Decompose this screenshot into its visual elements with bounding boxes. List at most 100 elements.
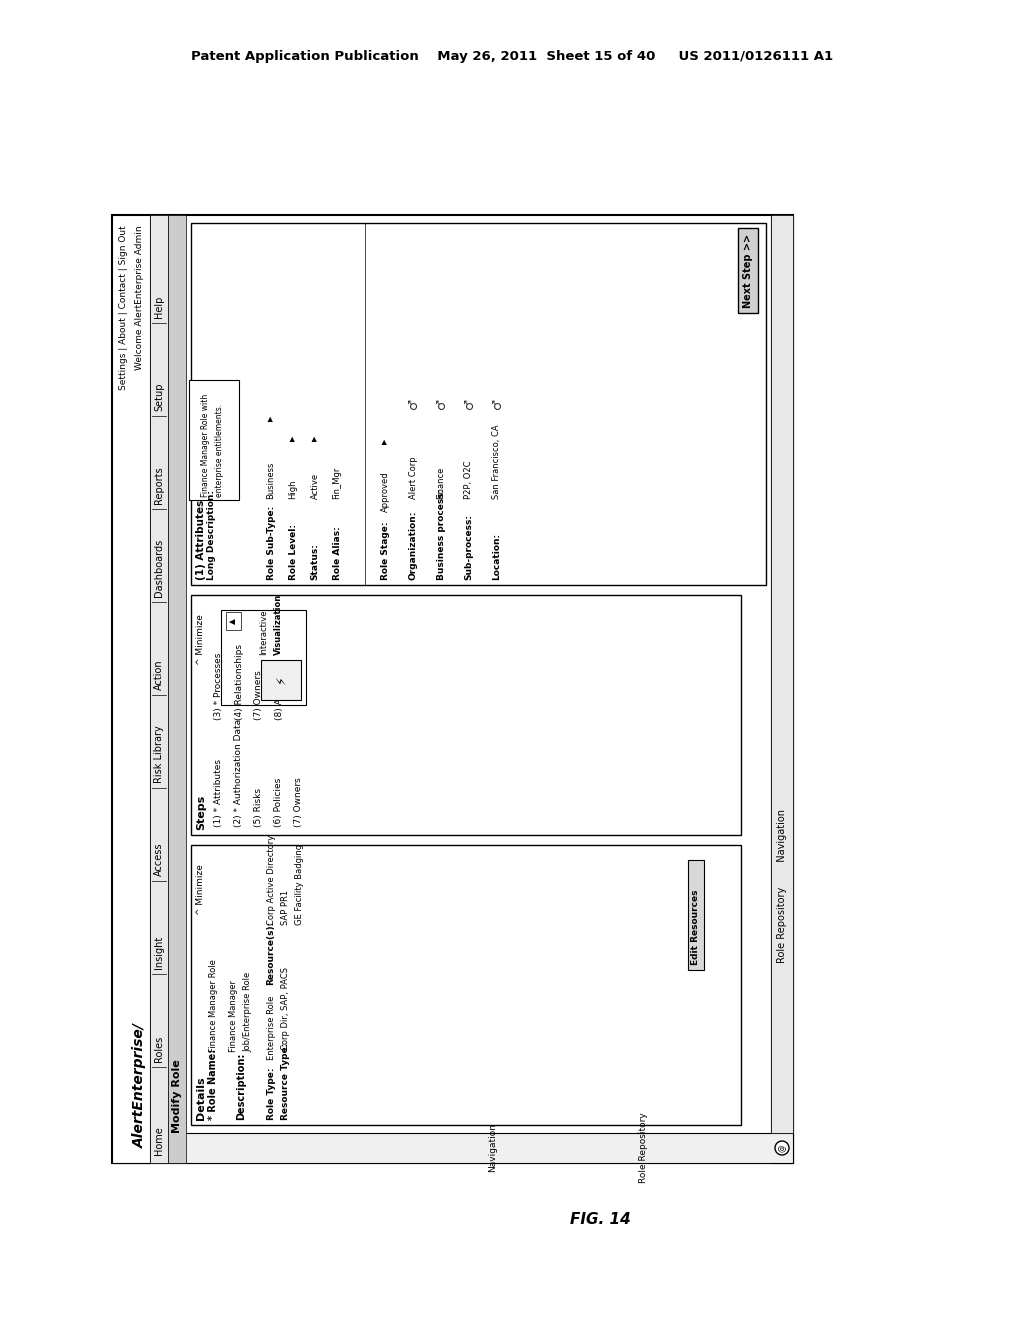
Text: Resource Type:: Resource Type: (282, 1043, 291, 1119)
Bar (205, 925, 221, 1055)
Bar (191, 845, 741, 1125)
Bar (168, 215, 186, 1163)
Bar (307, 432, 323, 444)
Bar (688, 861, 705, 970)
Bar (738, 228, 758, 313)
Text: SAP PR1: SAP PR1 (281, 890, 290, 925)
Text: Role Level:: Role Level: (289, 524, 298, 579)
Text: ^ Minimize: ^ Minimize (196, 865, 205, 915)
Text: Insight: Insight (154, 936, 164, 969)
Text: (1) Attributes: (1) Attributes (196, 500, 206, 579)
Bar (112, 215, 793, 1163)
Text: enterprise entitlements.: enterprise entitlements. (214, 404, 223, 498)
Text: Job/Enterprise Role: Job/Enterprise Role (244, 972, 253, 1052)
Text: (7) Owners: (7) Owners (295, 777, 303, 828)
Text: (8) Audit Log: (8) Audit Log (274, 661, 284, 719)
Bar (433, 412, 449, 502)
Text: Action: Action (154, 660, 164, 690)
Text: AlertEnterprise/: AlertEnterprise/ (133, 1023, 147, 1148)
Bar (377, 445, 393, 515)
Text: ▶: ▶ (290, 436, 296, 441)
Text: (1) * Attributes: (1) * Attributes (214, 759, 223, 828)
Text: Role Alias:: Role Alias: (333, 527, 341, 579)
Bar (112, 215, 150, 1163)
Text: Business: Business (266, 462, 275, 499)
Text: Home: Home (154, 1126, 164, 1155)
Bar (771, 215, 793, 1133)
Text: ♂: ♂ (407, 397, 420, 409)
Text: Next Step >>: Next Step >> (743, 234, 753, 308)
Text: (4) Relationships: (4) Relationships (234, 644, 244, 719)
Text: FIG. 14: FIG. 14 (569, 1212, 631, 1228)
Text: Details: Details (196, 1076, 206, 1119)
Text: Access: Access (154, 842, 164, 876)
Text: Status:: Status: (310, 543, 319, 579)
Text: Fin_Mgr: Fin_Mgr (333, 467, 341, 499)
Text: (3) * Processes: (3) * Processes (214, 652, 223, 719)
Circle shape (775, 1140, 790, 1155)
Text: Dashboards: Dashboards (154, 539, 164, 597)
Bar (112, 1133, 793, 1163)
Text: Finance Manager Role: Finance Manager Role (209, 960, 217, 1052)
Bar (406, 412, 421, 502)
Bar (263, 422, 279, 502)
Bar (226, 612, 241, 630)
Text: Corp Active Directory: Corp Active Directory (266, 834, 275, 925)
Text: Role Repository        Navigation: Role Repository Navigation (777, 809, 787, 964)
Text: P2P, O2C: P2P, O2C (465, 461, 473, 499)
Text: Welcome AlertEnterprise Admin: Welcome AlertEnterprise Admin (135, 224, 144, 370)
Text: Business process:: Business process: (436, 488, 445, 579)
Text: (7) Owners: (7) Owners (255, 671, 263, 719)
Bar (329, 422, 345, 502)
Text: Reports: Reports (154, 466, 164, 504)
Text: Finance Manager Role with: Finance Manager Role with (202, 393, 211, 498)
Text: Role Stage:: Role Stage: (381, 521, 389, 579)
Text: Setup: Setup (154, 383, 164, 411)
Bar (489, 412, 505, 502)
Text: Role Sub-Type:: Role Sub-Type: (266, 506, 275, 579)
Bar (263, 412, 279, 424)
Bar (191, 595, 741, 836)
Text: Location:: Location: (493, 533, 502, 579)
Bar (261, 660, 301, 700)
Bar (307, 442, 323, 502)
Text: Alert Corp: Alert Corp (409, 457, 418, 499)
Text: * Role Name:: * Role Name: (208, 1049, 218, 1119)
Text: Risk Library: Risk Library (154, 725, 164, 783)
Text: San Francisco, CA: San Francisco, CA (493, 424, 502, 499)
Bar (377, 436, 393, 447)
Text: ♂: ♂ (434, 397, 447, 409)
Text: Finance: Finance (436, 467, 445, 499)
Text: Resource(s):: Resource(s): (266, 921, 275, 985)
Text: ▶: ▶ (312, 436, 318, 441)
Text: Interactive: Interactive (259, 610, 268, 655)
Text: GE Facility Badging: GE Facility Badging (295, 843, 303, 925)
Text: Description:: Description: (236, 1052, 246, 1119)
Text: Visualization: Visualization (273, 594, 283, 655)
Bar (227, 925, 255, 1055)
Text: Settings | About | Contact | Sign Out: Settings | About | Contact | Sign Out (120, 224, 128, 389)
Text: Sub-process:: Sub-process: (465, 513, 473, 579)
Text: (2) * Authorization Data: (2) * Authorization Data (234, 719, 244, 828)
Text: Role Repository: Role Repository (639, 1113, 647, 1183)
Text: Long Description:: Long Description: (207, 490, 215, 579)
Bar (771, 215, 793, 1163)
Text: ♂: ♂ (490, 397, 504, 409)
Bar (285, 432, 301, 444)
Text: ⚡: ⚡ (274, 676, 288, 684)
Bar (191, 223, 766, 585)
Text: (6) Policies: (6) Policies (274, 777, 284, 828)
Text: High: High (289, 479, 298, 499)
Text: Organization:: Organization: (409, 511, 418, 579)
Bar (285, 442, 301, 502)
Text: (5) Risks: (5) Risks (255, 788, 263, 828)
Text: ▲: ▲ (228, 618, 238, 624)
Text: Enterprise Role: Enterprise Role (266, 995, 275, 1060)
Text: Edit Resources: Edit Resources (691, 890, 700, 965)
Text: Help: Help (154, 296, 164, 318)
Text: ^ Minimize: ^ Minimize (196, 614, 205, 665)
Text: Roles: Roles (154, 1036, 164, 1063)
Text: ♂: ♂ (463, 397, 475, 409)
Text: Steps: Steps (196, 795, 206, 830)
Text: Navigation: Navigation (488, 1123, 498, 1172)
